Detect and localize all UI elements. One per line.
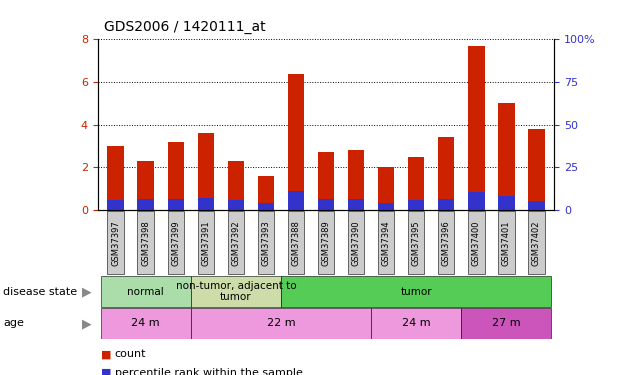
Text: GSM37401: GSM37401: [502, 220, 511, 266]
Bar: [528, 201, 544, 210]
Text: percentile rank within the sample: percentile rank within the sample: [115, 368, 302, 375]
Text: tumor: tumor: [400, 286, 432, 297]
Bar: [288, 74, 304, 210]
Text: GSM37399: GSM37399: [171, 220, 180, 266]
Bar: [108, 146, 124, 210]
Bar: [137, 211, 154, 274]
Text: GSM37397: GSM37397: [111, 220, 120, 266]
Bar: [468, 192, 484, 210]
Bar: [168, 211, 184, 274]
Bar: [438, 200, 454, 210]
Text: non-tumor, adjacent to
tumor: non-tumor, adjacent to tumor: [176, 281, 296, 302]
Bar: [168, 142, 184, 210]
Text: normal: normal: [127, 286, 164, 297]
Bar: [498, 196, 515, 210]
Bar: [348, 200, 364, 210]
Bar: [137, 161, 154, 210]
Bar: [498, 104, 515, 210]
Bar: [438, 211, 454, 274]
Bar: [108, 211, 124, 274]
Text: ▶: ▶: [82, 285, 91, 298]
Text: GDS2006 / 1420111_at: GDS2006 / 1420111_at: [104, 20, 266, 34]
Text: GSM37396: GSM37396: [442, 220, 450, 266]
Bar: [227, 211, 244, 274]
Text: ▶: ▶: [82, 317, 91, 330]
Text: 24 m: 24 m: [402, 318, 430, 328]
Bar: [101, 308, 191, 339]
Text: count: count: [115, 350, 146, 359]
Bar: [408, 200, 425, 210]
Text: 27 m: 27 m: [492, 318, 520, 328]
Bar: [318, 152, 335, 210]
Bar: [348, 211, 364, 274]
Bar: [198, 133, 214, 210]
Bar: [168, 200, 184, 210]
Bar: [318, 200, 335, 210]
Bar: [528, 211, 544, 274]
Bar: [108, 200, 124, 210]
Bar: [528, 129, 544, 210]
Text: GSM37388: GSM37388: [292, 220, 301, 266]
Bar: [288, 211, 304, 274]
Bar: [378, 167, 394, 210]
Bar: [281, 276, 551, 307]
Bar: [258, 202, 274, 210]
Text: disease state: disease state: [3, 286, 77, 297]
Text: ■: ■: [101, 368, 112, 375]
Text: GSM37389: GSM37389: [321, 220, 331, 266]
Bar: [408, 157, 425, 210]
Bar: [461, 308, 551, 339]
Bar: [258, 211, 274, 274]
Text: age: age: [3, 318, 24, 328]
Bar: [378, 211, 394, 274]
Text: GSM37402: GSM37402: [532, 220, 541, 266]
Text: ■: ■: [101, 350, 112, 359]
Bar: [318, 211, 335, 274]
Bar: [227, 200, 244, 210]
Bar: [468, 211, 484, 274]
Bar: [101, 276, 191, 307]
Bar: [258, 176, 274, 210]
Text: GSM37394: GSM37394: [382, 220, 391, 266]
Bar: [468, 46, 484, 210]
Bar: [288, 191, 304, 210]
Bar: [438, 138, 454, 210]
Text: GSM37395: GSM37395: [411, 220, 421, 266]
Text: GSM37393: GSM37393: [261, 220, 270, 266]
Bar: [198, 211, 214, 274]
Text: GSM37390: GSM37390: [352, 220, 360, 266]
Bar: [348, 150, 364, 210]
Text: 22 m: 22 m: [266, 318, 295, 328]
Bar: [191, 308, 371, 339]
Text: GSM37391: GSM37391: [202, 220, 210, 266]
Bar: [137, 200, 154, 210]
Bar: [408, 211, 425, 274]
Text: 24 m: 24 m: [132, 318, 160, 328]
Text: GSM37398: GSM37398: [141, 220, 150, 266]
Text: GSM37400: GSM37400: [472, 220, 481, 266]
Bar: [191, 276, 281, 307]
Bar: [378, 202, 394, 210]
Bar: [227, 161, 244, 210]
Bar: [498, 211, 515, 274]
Text: GSM37392: GSM37392: [231, 220, 241, 266]
Bar: [371, 308, 461, 339]
Bar: [198, 198, 214, 210]
